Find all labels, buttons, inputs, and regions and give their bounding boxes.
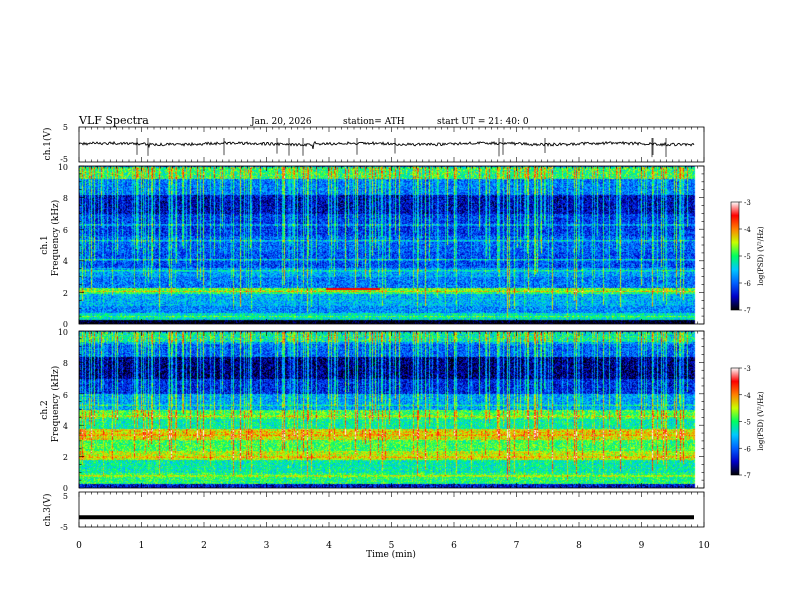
ch1v-ytick-top: 5 [63,123,68,132]
colorbar-tick-label: -5 [744,419,751,427]
ch1-ylabel: Frequency (kHz) [50,200,61,277]
ch3v-ytick-minus5: -5 [60,523,68,532]
ch2-ytick-0: 0 [63,484,68,493]
start-time-label: start UT = 21: 40: 0 [437,117,529,127]
ch1-spectrogram-panel: 10 8 6 4 2 0 ch.1 Frequency (kHz) [40,163,705,329]
ch2-channel-label: ch.2 [40,400,50,419]
colorbar-tick-label: -5 [744,253,751,261]
ch1-spectrogram-image [79,166,704,324]
x-tick-label: 2 [201,541,207,551]
ch1-ytick-4: 4 [63,257,68,266]
ch1-ytick-0: 0 [63,320,68,329]
time-axis: 0 1 2 3 4 5 6 7 8 9 10 [76,127,710,551]
station-label: station= ATH [343,117,405,127]
ch2-colorbar: log(PSD) (V²/Hz) -3 -4 -5 -6 -7 [730,365,765,480]
ch1-ytick-2: 2 [63,289,68,298]
ch3-voltage-frame [78,491,705,528]
x-tick-label: 9 [639,541,645,551]
x-tick-label: 7 [514,541,520,551]
ch2-ytick-4: 4 [63,422,68,431]
ch2-ytick-8: 8 [63,359,68,368]
date-label: Jan. 20, 2026 [250,117,312,127]
x-tick-label: 3 [264,541,270,551]
ch2-ytick-6: 6 [63,391,68,400]
ch1-ytick-6: 6 [63,226,68,235]
colorbar-tick-label: -6 [744,280,751,288]
ch2-colorbar-scale [730,367,740,476]
ch1v-ytick-bottom: -5 [60,155,68,164]
ch2-spectrogram-image [79,331,704,488]
colorbar-tick-label: -4 [744,226,751,234]
x-tick-label: 8 [576,541,582,551]
x-tick-label: 0 [76,541,82,551]
ch1v-ylabel: ch.1(V) [42,128,53,161]
ch1-voltage-trace [78,140,695,150]
ch1-ytick-10: 10 [58,163,68,172]
ch2-ylabel: Frequency (kHz) [50,366,61,443]
ch2-spectrogram-panel: 10 8 6 4 2 0 ch.2 Frequency (kHz) [40,328,705,493]
x-tick-label: 4 [326,541,332,551]
colorbar-tick-label: -3 [744,199,751,207]
ch2-spectrogram-holder [79,331,704,488]
ch2-colorbar-label: log(PSD) (V²/Hz) [757,391,765,450]
x-tick-label: 5 [389,541,395,551]
colorbar-tick-label: -7 [744,307,751,315]
colorbar-tick-label: -4 [744,392,751,400]
colorbar-tick-label: -7 [744,472,751,480]
ch1-ytick-8: 8 [63,194,68,203]
ch1-colorbar-scale [730,201,740,311]
x-axis-label: Time (min) [366,549,416,560]
x-tick-label: 10 [698,541,710,551]
ch2-ytick-2: 2 [63,453,68,462]
x-tick-label: 1 [139,541,145,551]
ch1-channel-label: ch.1 [40,235,50,254]
ch1-spectrogram-holder [79,166,704,324]
colorbar-tick-label: -3 [744,365,751,373]
ch2-ytick-10: 10 [58,328,68,337]
x-tick-label: 6 [451,541,457,551]
colorbar-tick-label: -6 [744,445,751,453]
ch3v-ylabel: ch.3(V) [42,494,53,527]
ch3v-ytick-5: 5 [63,492,68,501]
ch1-colorbar-label: log(PSD) (V²/Hz) [757,226,765,285]
chart-title: VLF Spectra [78,114,149,127]
ch1-colorbar: log(PSD) (V²/Hz) -3 -4 -5 -6 -7 [730,199,765,315]
